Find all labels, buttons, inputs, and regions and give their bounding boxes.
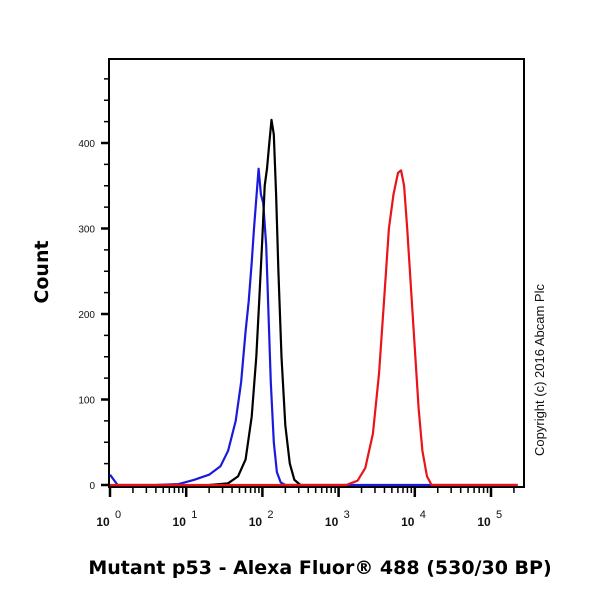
plot-frame — [108, 58, 525, 488]
x-tick-base: 10 — [401, 515, 415, 529]
x-tick-exponent: 3 — [344, 509, 350, 521]
y-tick-label: 0 — [89, 481, 95, 492]
y-tick-label: 100 — [78, 396, 95, 407]
series-curve-1 — [209, 118, 302, 487]
x-tick-base: 10 — [96, 515, 110, 529]
x-tick-exponent: 1 — [191, 509, 197, 521]
x-tick-exponent: 0 — [115, 509, 121, 521]
y-tick-label: 400 — [78, 139, 95, 150]
series-curves — [109, 118, 518, 487]
x-tick-base: 10 — [249, 515, 263, 529]
x-tick-exponent: 4 — [420, 509, 426, 521]
series-curve-0 — [109, 167, 518, 487]
y-axis-ticks: 0 100 200 300 400 — [78, 78, 109, 492]
x-tick-exponent: 2 — [267, 509, 273, 521]
y-tick-label: 200 — [78, 310, 95, 321]
y-tick-label: 300 — [78, 225, 95, 236]
x-tick-base: 10 — [173, 515, 187, 529]
y-axis-label: Count — [31, 240, 53, 303]
copyright-text: Copyright (c) 2016 Abcam Plc — [532, 284, 547, 456]
x-tick-exponent: 5 — [496, 509, 502, 521]
x-tick-base: 10 — [477, 515, 491, 529]
x-axis-ticks: 10 0 10 1 10 2 10 3 10 4 10 5 — [96, 487, 515, 529]
series-curve-2 — [110, 169, 518, 487]
x-tick-base: 10 — [325, 515, 339, 529]
x-axis-label: Mutant p53 - Alexa Fluor® 488 (530/30 BP… — [88, 557, 551, 579]
